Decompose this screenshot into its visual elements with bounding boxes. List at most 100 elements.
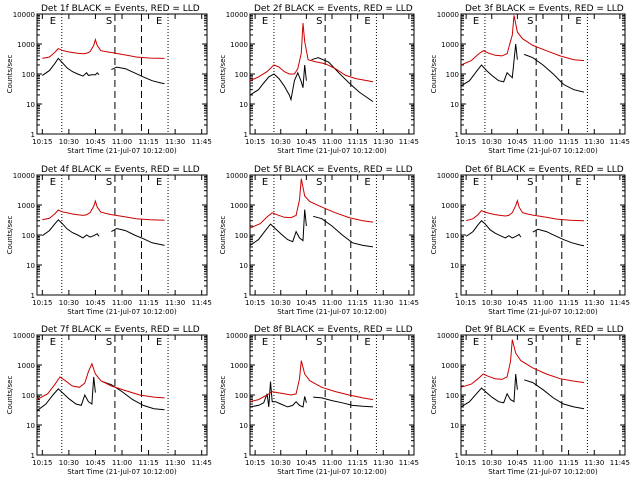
y-tick-label: 1 [244, 131, 248, 139]
chart-panel-9: Det 9f BLACK = Events, RED = LLD 1 10 100 10… [430, 325, 630, 476]
x-axis-label: Start Time (21-Jul-07 10:12:00) [277, 308, 387, 316]
y-tick-label: 100 [235, 232, 248, 240]
y-tick-label: 1 [31, 131, 35, 139]
x-tick-label: 11:00 [112, 299, 132, 307]
series-line-events [42, 219, 165, 246]
y-tick-label: 10000 [226, 332, 248, 340]
y-tick-label: 100 [22, 392, 35, 400]
marker-label: S [316, 337, 322, 348]
x-tick-label: 11:30 [373, 459, 393, 467]
x-tick-label: 11:00 [112, 459, 132, 467]
x-axis-label: Start Time (21-Jul-07 10:12:00) [67, 468, 177, 476]
x-tick-label: 11:45 [610, 299, 630, 307]
y-tick-label: 10 [239, 422, 248, 430]
x-tick-label: 10:15 [456, 459, 476, 467]
x-tick-label: 10:15 [245, 138, 265, 146]
y-tick-label: 100 [446, 392, 459, 400]
series-line-lld [249, 178, 374, 229]
x-tick-label: 10:15 [456, 299, 476, 307]
x-tick-label: 11:00 [322, 299, 342, 307]
chart-title: Det 2f BLACK = Events, RED = LLD [254, 4, 413, 14]
x-tick-label: 11:15 [559, 299, 579, 307]
x-tick-label: 11:45 [399, 299, 419, 307]
marker-label: E [575, 177, 581, 188]
series-line-events [42, 57, 165, 85]
series-line-lld [42, 37, 165, 59]
y-tick-label: 1 [455, 452, 459, 460]
chart-title: Det 6f BLACK = Events, RED = LLD [465, 165, 624, 175]
plot-frame [249, 174, 415, 296]
x-tick-label: 11:00 [533, 138, 553, 146]
y-tick-label: 100 [446, 232, 459, 240]
x-tick-label: 10:45 [296, 138, 316, 146]
plot-frame [36, 13, 208, 135]
y-tick-label: 1 [244, 452, 248, 460]
marker-label: S [106, 337, 112, 348]
x-tick-label: 10:30 [271, 138, 291, 146]
marker-label: E [262, 337, 268, 348]
chart-panel-6: Det 6f BLACK = Events, RED = LLD 1 10 100 10… [430, 165, 630, 316]
series-line-lld [460, 15, 585, 66]
x-tick-label: 10:15 [32, 138, 52, 146]
y-tick-label: 10000 [226, 172, 248, 180]
x-tick-label: 10:15 [245, 459, 265, 467]
x-axis-label: Start Time (21-Jul-07 10:12:00) [67, 308, 177, 316]
x-tick-label: 10:15 [245, 299, 265, 307]
y-tick-label: 10 [239, 262, 248, 270]
marker-label: E [364, 177, 370, 188]
series-line-lld [36, 362, 165, 401]
x-tick-label: 10:45 [85, 138, 105, 146]
x-tick-label: 10:45 [296, 459, 316, 467]
y-axis-label: Counts/sec [430, 216, 438, 255]
series-line-lld [249, 22, 374, 83]
y-tick-label: 10000 [13, 332, 35, 340]
series-line-events [465, 219, 585, 247]
y-tick-label: 10000 [13, 11, 35, 19]
x-tick-label: 10:30 [482, 299, 502, 307]
series-line-lld [249, 360, 374, 403]
y-tick-label: 1000 [17, 362, 35, 370]
marker-label: E [50, 16, 56, 27]
y-tick-label: 1000 [441, 41, 459, 49]
marker-label: S [316, 177, 322, 188]
x-tick-label: 11:45 [192, 299, 212, 307]
marker-label: E [575, 337, 581, 348]
marker-label: E [50, 177, 56, 188]
x-tick-label: 11:30 [584, 138, 604, 146]
plot-frame [460, 174, 626, 296]
y-tick-label: 10000 [437, 172, 459, 180]
marker-label: E [262, 16, 268, 27]
y-tick-label: 100 [235, 392, 248, 400]
x-tick-label: 10:30 [59, 299, 79, 307]
x-tick-label: 11:15 [559, 138, 579, 146]
x-tick-label: 11:15 [348, 138, 368, 146]
x-tick-label: 11:00 [533, 299, 553, 307]
plot-frame [460, 334, 626, 456]
y-tick-label: 10 [450, 422, 459, 430]
x-tick-label: 11:30 [584, 459, 604, 467]
y-tick-label: 10 [26, 101, 35, 109]
series-line-events [249, 209, 374, 248]
x-tick-label: 11:15 [138, 299, 158, 307]
x-axis-label: Start Time (21-Jul-07 10:12:00) [277, 468, 387, 476]
x-tick-label: 11:30 [165, 138, 185, 146]
chart-panel-2: Det 2f BLACK = Events, RED = LLD 1 10 100 10… [219, 4, 419, 155]
x-tick-label: 10:30 [271, 459, 291, 467]
x-tick-label: 11:30 [165, 459, 185, 467]
x-tick-label: 10:30 [59, 138, 79, 146]
y-tick-label: 1 [455, 131, 459, 139]
x-tick-label: 11:45 [192, 459, 212, 467]
y-tick-label: 1000 [441, 202, 459, 210]
marker-label: E [156, 337, 162, 348]
x-tick-label: 11:30 [373, 299, 393, 307]
y-tick-label: 100 [22, 232, 35, 240]
x-tick-label: 11:00 [322, 138, 342, 146]
x-axis-label: Start Time (21-Jul-07 10:12:00) [488, 147, 598, 155]
plot-frame [249, 334, 415, 456]
marker-label: E [575, 16, 581, 27]
x-tick-label: 11:30 [373, 138, 393, 146]
y-tick-label: 100 [235, 71, 248, 79]
marker-label: E [473, 337, 479, 348]
x-tick-label: 11:15 [559, 459, 579, 467]
